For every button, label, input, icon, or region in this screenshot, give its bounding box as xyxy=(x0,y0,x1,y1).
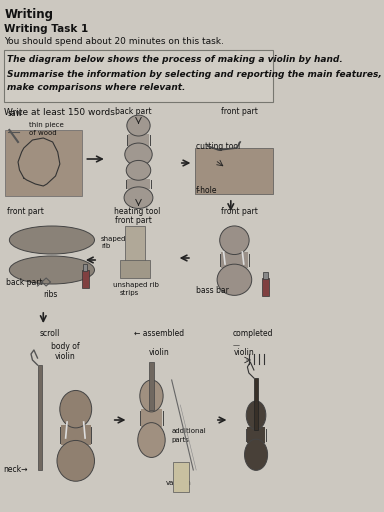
Bar xyxy=(173,462,189,492)
Ellipse shape xyxy=(126,160,151,180)
Text: of wood: of wood xyxy=(29,130,56,136)
Bar xyxy=(81,270,89,288)
Text: ribs: ribs xyxy=(43,290,58,299)
Bar xyxy=(195,148,273,194)
Bar xyxy=(38,365,42,470)
Ellipse shape xyxy=(125,143,152,166)
Text: front part: front part xyxy=(221,107,258,116)
Text: ← assembled: ← assembled xyxy=(134,329,184,338)
Bar xyxy=(263,272,268,279)
Text: violin: violin xyxy=(148,348,169,357)
Ellipse shape xyxy=(217,264,252,295)
Bar xyxy=(127,134,149,146)
Bar xyxy=(83,264,87,271)
Ellipse shape xyxy=(140,380,163,412)
Text: body of: body of xyxy=(51,342,79,351)
Bar xyxy=(120,260,150,278)
Ellipse shape xyxy=(127,115,150,136)
Bar xyxy=(125,226,145,271)
Bar xyxy=(262,278,269,296)
Text: cutting tool: cutting tool xyxy=(196,142,240,151)
Text: front part: front part xyxy=(7,207,44,216)
Text: unshaped rib: unshaped rib xyxy=(113,282,158,288)
Text: parts: parts xyxy=(172,437,190,443)
Text: shaped
rib: shaped rib xyxy=(101,236,126,249)
Ellipse shape xyxy=(246,401,266,430)
Text: f-hole: f-hole xyxy=(196,186,218,195)
Text: neck→: neck→ xyxy=(3,465,28,474)
Bar xyxy=(127,179,150,189)
Bar xyxy=(3,50,273,102)
Text: heating tool: heating tool xyxy=(114,207,160,216)
Text: front part: front part xyxy=(115,216,152,225)
Text: make comparisons where relevant.: make comparisons where relevant. xyxy=(7,83,185,92)
Ellipse shape xyxy=(124,187,153,208)
Ellipse shape xyxy=(220,226,249,254)
Text: completed: completed xyxy=(232,329,273,338)
Ellipse shape xyxy=(138,422,165,457)
Ellipse shape xyxy=(245,439,268,471)
Ellipse shape xyxy=(57,440,94,481)
Text: thin piece: thin piece xyxy=(29,122,64,128)
Text: scroll: scroll xyxy=(40,329,60,338)
Text: back part: back part xyxy=(6,278,42,287)
Ellipse shape xyxy=(60,391,92,428)
Ellipse shape xyxy=(9,226,94,254)
Text: Writing: Writing xyxy=(4,8,53,21)
Text: violin: violin xyxy=(55,352,75,361)
Bar xyxy=(149,362,154,410)
Bar xyxy=(61,425,91,445)
Text: saw: saw xyxy=(7,109,22,118)
Text: front part: front part xyxy=(221,207,258,216)
Text: Write at least 150 words.: Write at least 150 words. xyxy=(4,108,118,117)
Bar xyxy=(5,130,81,196)
Text: varnish: varnish xyxy=(166,480,192,486)
Bar xyxy=(141,409,162,426)
Text: You should spend about 20 minutes on this task.: You should spend about 20 minutes on thi… xyxy=(4,37,224,46)
Text: strips: strips xyxy=(120,290,139,296)
Ellipse shape xyxy=(9,256,94,284)
Text: violin: violin xyxy=(233,348,254,357)
Bar xyxy=(254,378,258,430)
Text: The diagram below shows the process of making a violin by hand.: The diagram below shows the process of m… xyxy=(7,55,343,64)
Text: back part: back part xyxy=(115,107,152,116)
Text: bass bar: bass bar xyxy=(196,286,229,295)
Text: additional: additional xyxy=(172,428,207,434)
Bar xyxy=(220,252,248,268)
Bar xyxy=(247,427,265,443)
Text: —: — xyxy=(232,342,239,348)
Text: Writing Task 1: Writing Task 1 xyxy=(4,24,89,34)
Text: Summarise the information by selecting and reporting the main features, and: Summarise the information by selecting a… xyxy=(7,70,384,79)
